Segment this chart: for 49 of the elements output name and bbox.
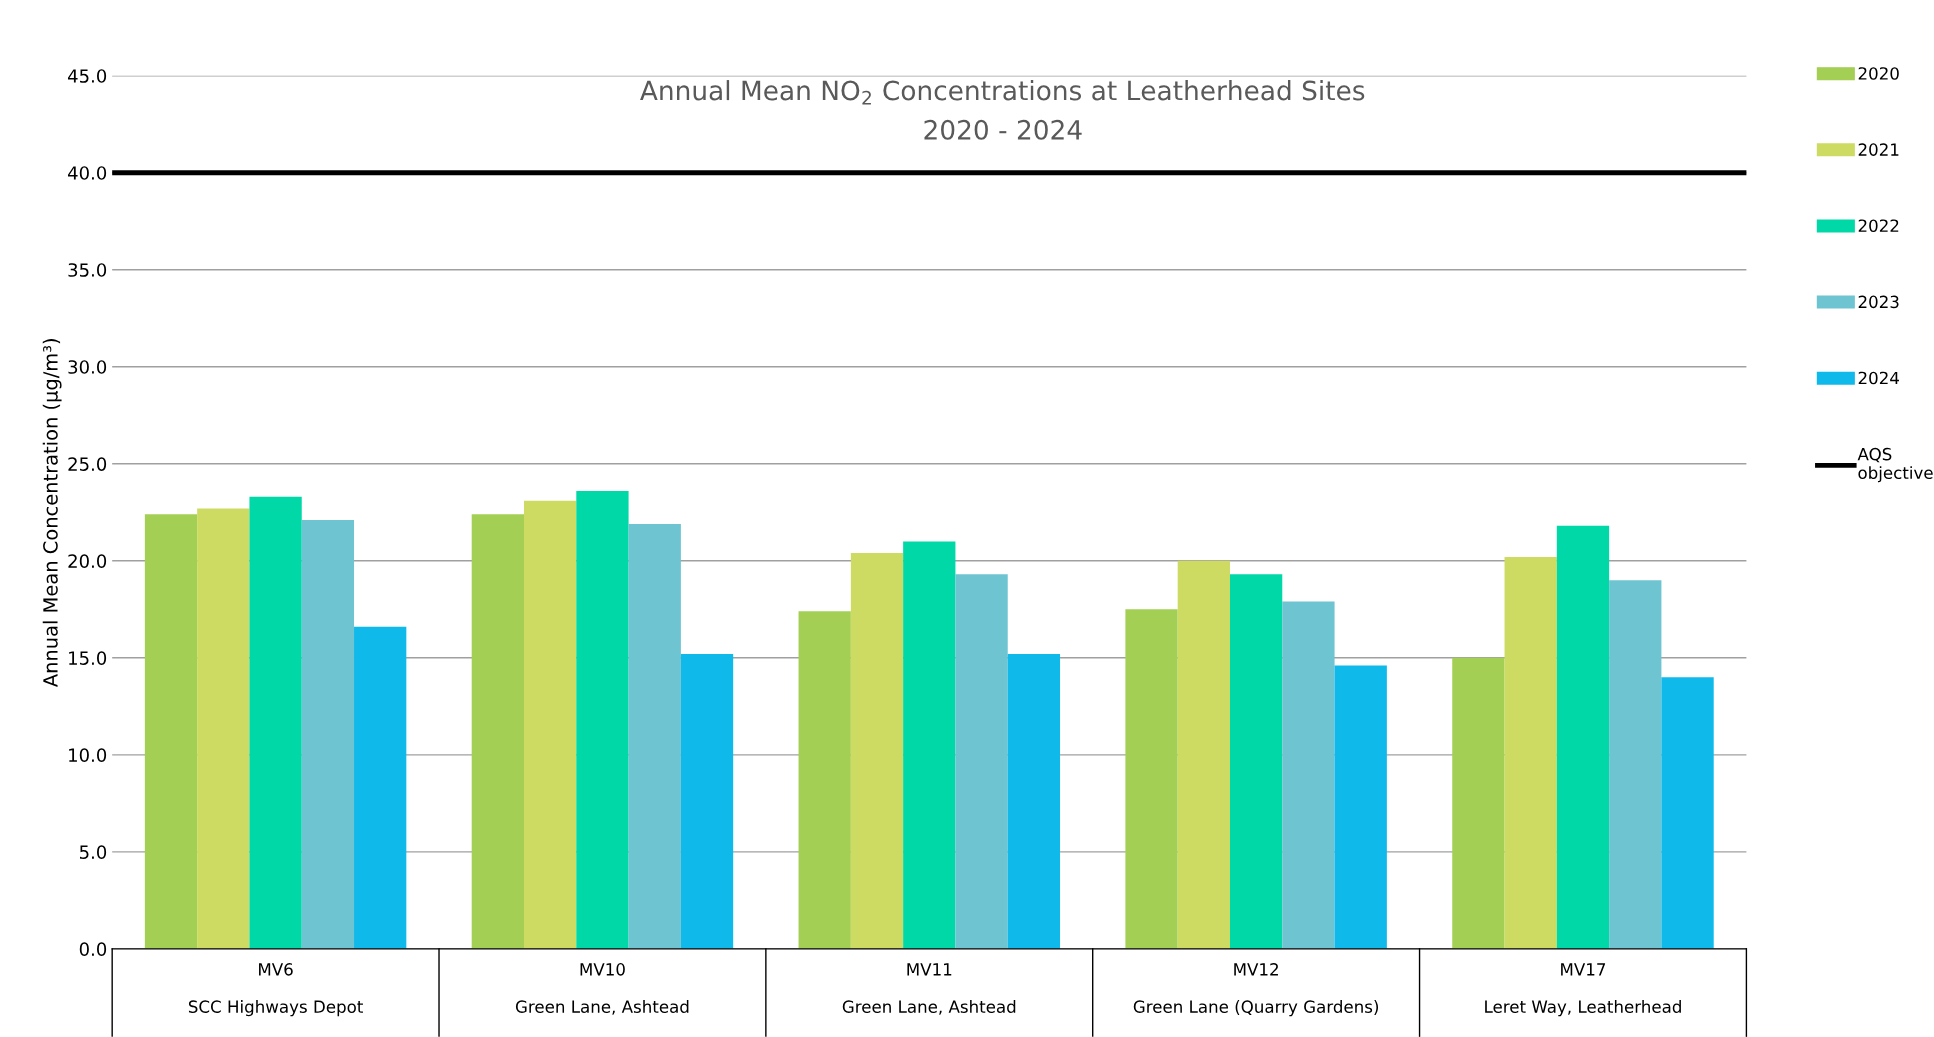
bar [1334, 665, 1387, 949]
legend-label: 2023 [1858, 295, 1899, 309]
bar [471, 514, 524, 949]
y-axis-title: Annual Mean Concentration (µg/m³) [42, 339, 62, 688]
bar [628, 523, 681, 949]
bar [1229, 574, 1283, 949]
bar [798, 611, 851, 949]
y-tick-label: 35.0 [68, 263, 107, 277]
category-label: MV6 SCC Highways Depot [188, 963, 363, 1017]
bar [524, 500, 577, 949]
bar [680, 653, 734, 949]
y-tick-label: 0.0 [79, 942, 107, 956]
bar [249, 496, 302, 949]
text: 2020 - 2024 [924, 119, 1082, 140]
y-tick-label: 15.0 [69, 651, 107, 665]
y-tick-label: 10.0 [69, 748, 107, 762]
category-label: MV12 Green Lane (Quarry Gardens) [1133, 963, 1379, 1017]
y-tick-label: 25.0 [68, 457, 107, 471]
category-label: MV17 Leret Way, Leatherhead [1485, 963, 1681, 1017]
bar [1504, 556, 1557, 949]
y-tick-label: 45.0 [67, 69, 107, 83]
category-label: MV10 Green Lane, Ashtead [515, 963, 689, 1015]
y-tick-label: 40.0 [67, 166, 107, 180]
y-tick-label: 5.0 [79, 845, 107, 859]
bar [1661, 677, 1714, 949]
bar [354, 626, 407, 949]
bar [144, 514, 198, 949]
bar [197, 508, 250, 949]
bar [1556, 525, 1610, 949]
legend-label: 2022 [1858, 219, 1899, 233]
y-tick-label: 30.0 [68, 360, 107, 374]
bar [1125, 609, 1178, 949]
legend-label: 2021 [1858, 143, 1899, 156]
y-tick-label: 20.0 [68, 554, 107, 568]
bar [1007, 653, 1061, 949]
bar [850, 553, 904, 949]
bar [903, 541, 956, 949]
bar [1452, 657, 1505, 949]
bar [1609, 580, 1662, 949]
legend-label: AQS objective [1857, 447, 1933, 483]
bar [955, 574, 1008, 949]
category-label: MV11 Green Lane, Ashtead [842, 963, 1016, 1015]
bar [1177, 560, 1230, 949]
bar [301, 520, 355, 949]
bar [1282, 601, 1335, 949]
bar [576, 490, 629, 949]
legend-label: 2024 [1858, 371, 1899, 385]
legend-label: 2020 [1858, 67, 1899, 80]
chart-title: Annual Mean NO$_{2}$ Concentrations at Leatherhead Sites [640, 80, 1365, 105]
